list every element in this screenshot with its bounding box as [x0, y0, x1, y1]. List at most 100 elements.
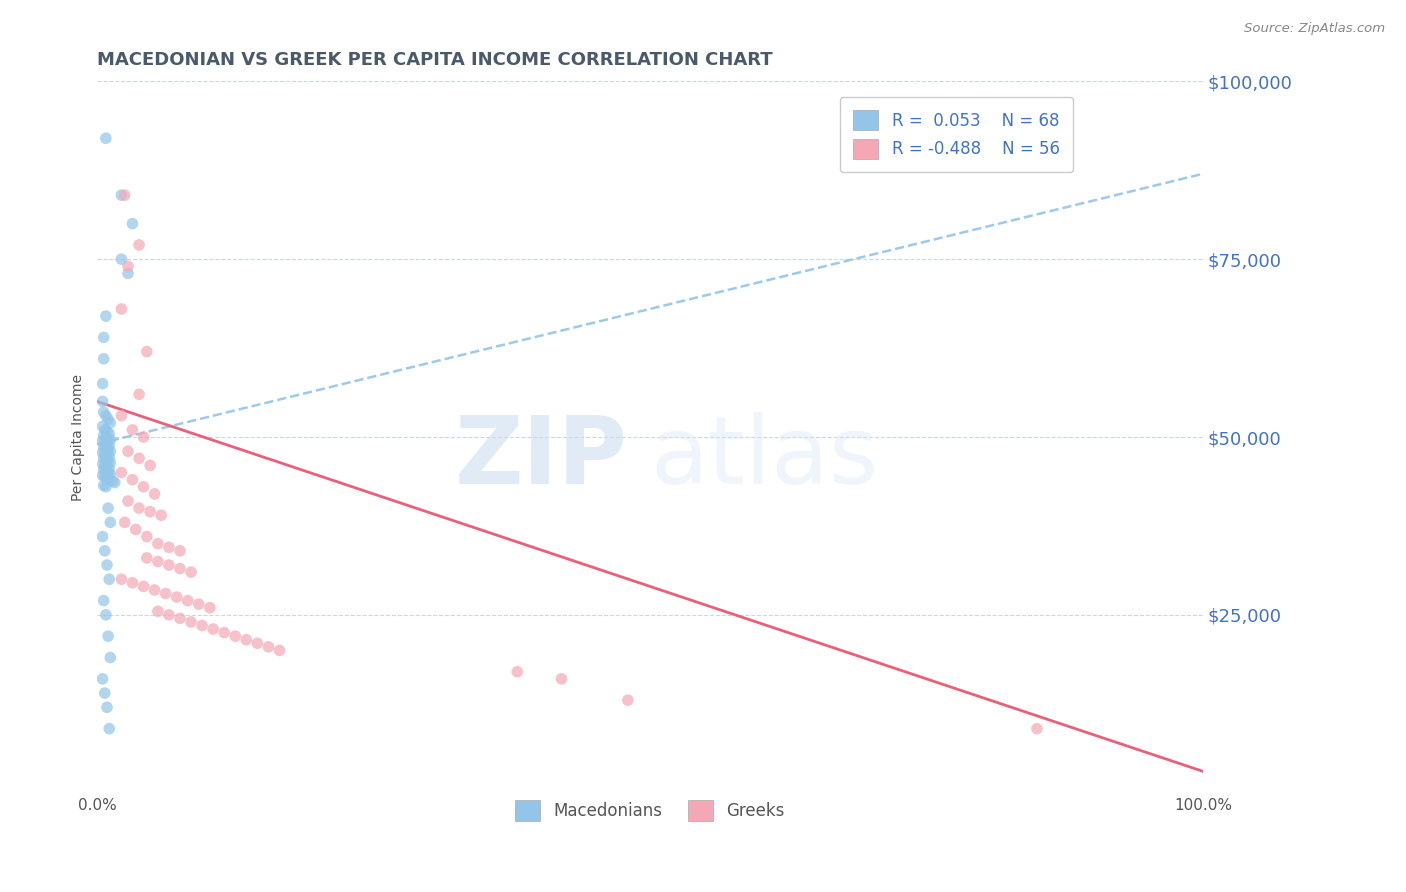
Point: [121, 575, 143, 590]
Point: [93, 405, 115, 419]
Point: [121, 217, 143, 231]
Point: [166, 590, 188, 604]
Point: [121, 473, 143, 487]
Point: [114, 516, 136, 530]
Point: [110, 188, 132, 202]
Point: [93, 478, 115, 492]
Point: [97, 432, 120, 446]
Point: [98, 444, 121, 458]
Point: [98, 450, 121, 464]
Point: [91, 419, 114, 434]
Point: [94, 131, 117, 145]
Point: [135, 530, 157, 544]
Point: [157, 607, 180, 622]
Point: [96, 558, 118, 572]
Point: [91, 445, 114, 459]
Point: [96, 459, 118, 474]
Point: [98, 433, 121, 447]
Point: [117, 494, 139, 508]
Point: [98, 416, 121, 430]
Point: [110, 252, 132, 267]
Point: [146, 604, 169, 618]
Point: [97, 442, 120, 457]
Point: [269, 643, 291, 657]
Point: [550, 672, 572, 686]
Point: [117, 444, 139, 458]
Point: [125, 523, 148, 537]
Point: [94, 686, 117, 700]
Point: [235, 632, 257, 647]
Point: [506, 665, 529, 679]
Point: [97, 629, 120, 643]
Point: [91, 376, 114, 391]
Point: [94, 309, 117, 323]
Point: [97, 501, 120, 516]
Point: [98, 650, 121, 665]
Point: [121, 423, 143, 437]
Point: [128, 501, 150, 516]
Point: [94, 470, 117, 484]
Point: [169, 611, 191, 625]
Point: [224, 629, 246, 643]
Point: [110, 466, 132, 480]
Point: [94, 435, 117, 450]
Point: [180, 615, 202, 629]
Point: [98, 722, 121, 736]
Point: [132, 430, 155, 444]
Point: [143, 582, 166, 597]
Y-axis label: Per Capita Income: Per Capita Income: [72, 374, 86, 500]
Point: [93, 330, 115, 344]
Point: [128, 451, 150, 466]
Point: [98, 461, 121, 475]
Point: [98, 467, 121, 481]
Point: [91, 468, 114, 483]
Point: [157, 558, 180, 572]
Point: [91, 394, 114, 409]
Point: [94, 607, 117, 622]
Point: [104, 475, 127, 490]
Point: [132, 579, 155, 593]
Point: [91, 530, 114, 544]
Point: [94, 464, 117, 478]
Point: [128, 387, 150, 401]
Point: [617, 693, 640, 707]
Point: [96, 471, 118, 485]
Point: [117, 267, 139, 281]
Point: [97, 454, 120, 468]
Point: [117, 260, 139, 274]
Point: [94, 452, 117, 467]
Point: [93, 593, 115, 607]
Point: [93, 451, 115, 466]
Point: [1026, 722, 1049, 736]
Point: [177, 593, 200, 607]
Point: [93, 351, 115, 366]
Point: [94, 442, 117, 456]
Point: [91, 672, 114, 686]
Text: MACEDONIAN VS GREEK PER CAPITA INCOME CORRELATION CHART: MACEDONIAN VS GREEK PER CAPITA INCOME CO…: [97, 51, 773, 69]
Point: [139, 505, 162, 519]
Point: [94, 480, 117, 494]
Point: [91, 457, 114, 471]
Point: [135, 344, 157, 359]
Point: [191, 618, 214, 632]
Point: [96, 425, 118, 439]
Point: [97, 466, 120, 480]
Legend: Macedonians, Greeks: Macedonians, Greeks: [502, 787, 797, 834]
Point: [91, 434, 114, 449]
Point: [143, 487, 166, 501]
Point: [128, 238, 150, 252]
Point: [94, 430, 117, 444]
Point: [155, 586, 177, 600]
Point: [202, 622, 225, 636]
Point: [257, 640, 280, 654]
Point: [94, 409, 117, 423]
Point: [110, 572, 132, 586]
Point: [110, 409, 132, 423]
Text: Source: ZipAtlas.com: Source: ZipAtlas.com: [1244, 22, 1385, 36]
Point: [101, 474, 124, 488]
Point: [110, 301, 132, 316]
Point: [180, 565, 202, 579]
Point: [157, 541, 180, 555]
Point: [246, 636, 269, 650]
Point: [187, 597, 209, 611]
